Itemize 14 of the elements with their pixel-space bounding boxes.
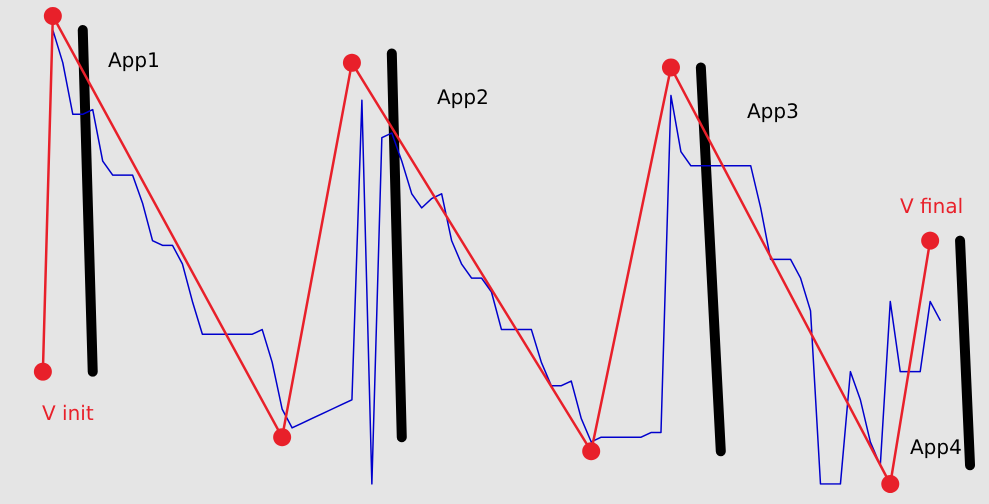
point bbox=[881, 475, 900, 493]
point bbox=[662, 58, 680, 76]
annotation: App1 bbox=[108, 48, 160, 72]
point bbox=[921, 232, 940, 250]
point bbox=[34, 362, 52, 381]
annotation: App4 bbox=[910, 435, 962, 459]
annotation: V init bbox=[42, 401, 94, 425]
annotation: V final bbox=[900, 194, 964, 218]
point bbox=[44, 7, 62, 25]
annotation: App3 bbox=[747, 99, 799, 123]
point bbox=[582, 442, 600, 460]
annotation: App2 bbox=[437, 85, 489, 109]
point bbox=[273, 428, 292, 446]
point bbox=[342, 54, 361, 72]
